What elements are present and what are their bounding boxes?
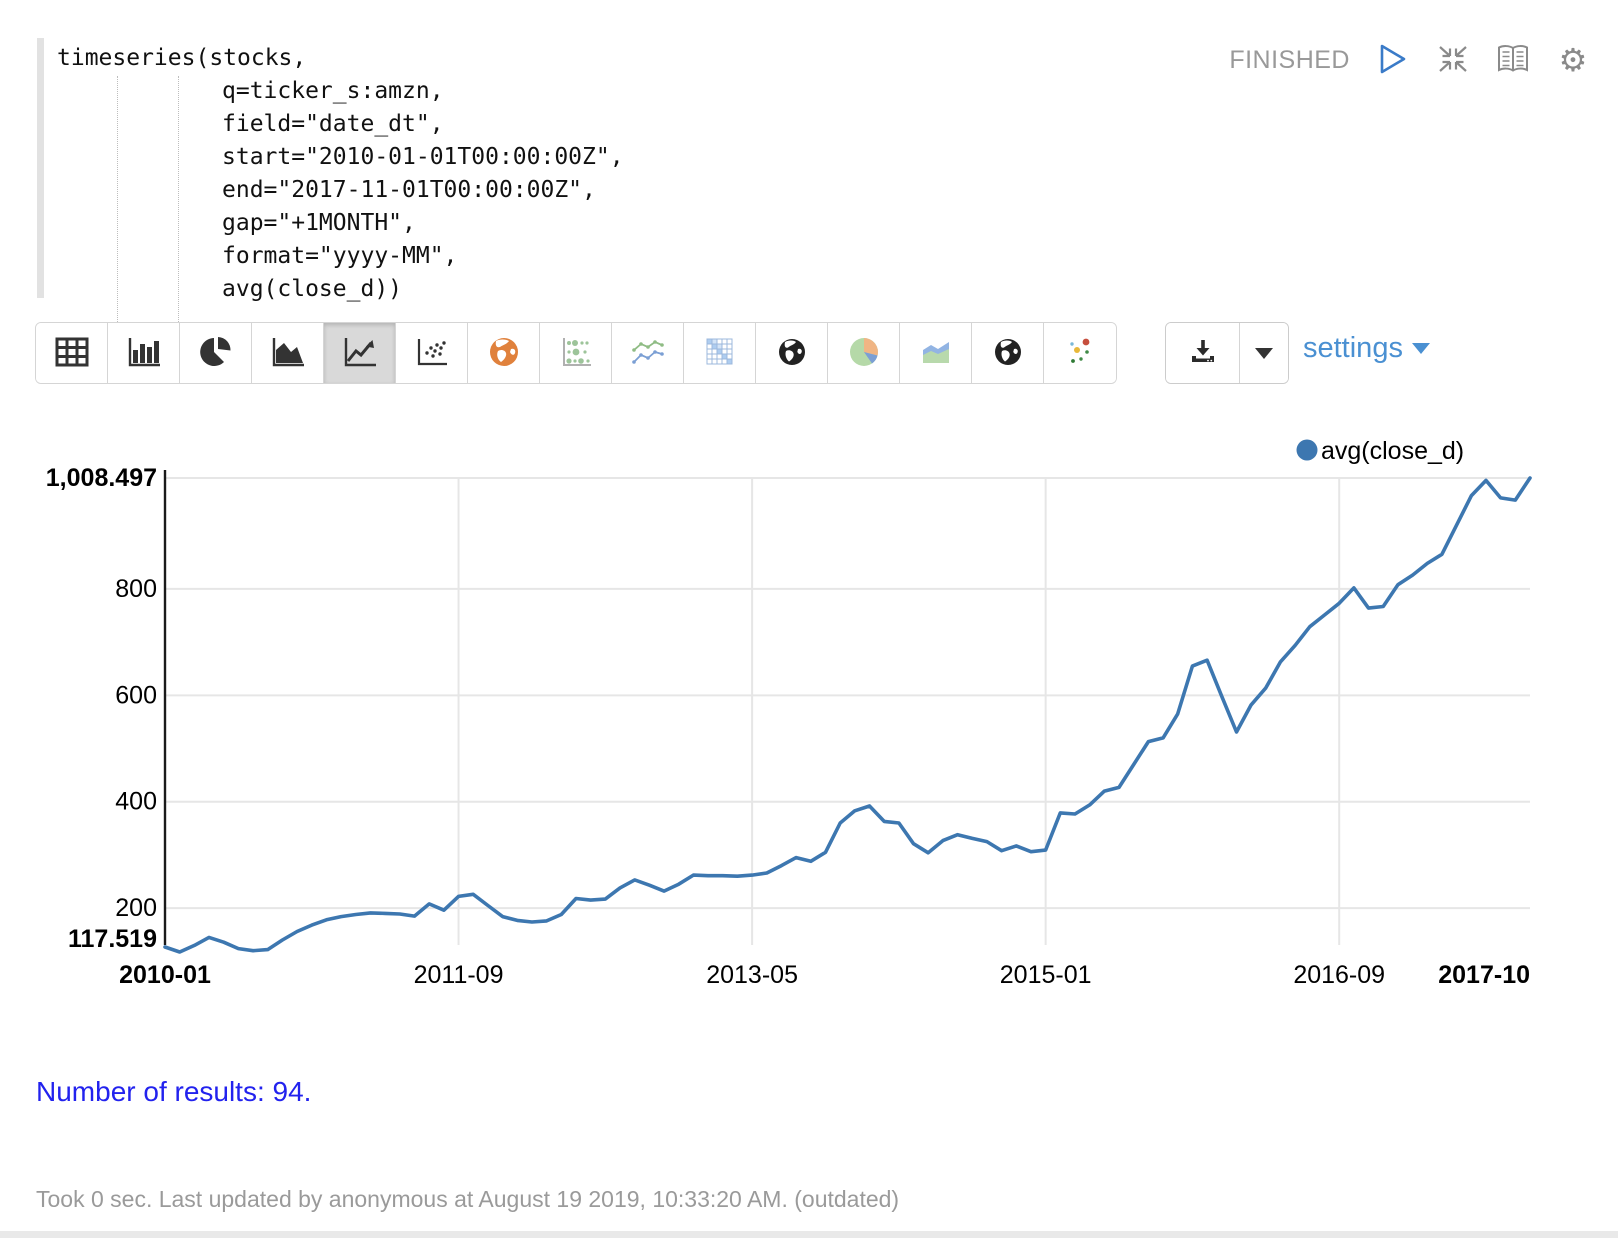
globe-dark-icon [776, 336, 808, 371]
chevron-down-icon [1412, 343, 1430, 354]
chart-canvas[interactable]: 117.519 200 400 600 800 1,008.497 2010-01 2011-… [0, 420, 1618, 1010]
line-chart[interactable]: 117.519 200 400 600 800 1,008.497 2010-01 2011-… [0, 420, 1618, 1010]
area-chart-button[interactable] [252, 323, 324, 383]
heatmap-button[interactable] [684, 323, 756, 383]
heatmap-icon [703, 335, 737, 372]
bar-chart-icon [126, 336, 162, 371]
paragraph-controls: FINISHED ⚙ [1229, 42, 1590, 78]
series-line-avg-close[interactable] [165, 478, 1530, 952]
globe-dark-2-icon [992, 336, 1024, 371]
pie-chart-color-icon [846, 334, 882, 373]
paragraph-status-line: Took 0 sec. Last updated by anonymous at… [36, 1186, 899, 1213]
show-output-button[interactable] [1496, 43, 1530, 77]
status-badge: FINISHED [1229, 46, 1350, 75]
legend-label[interactable]: avg(close_d) [1321, 437, 1464, 465]
code-line[interactable]: gap="+1MONTH", [222, 207, 416, 240]
code-line[interactable]: end="2017-11-01T00:00:00Z", [222, 174, 596, 207]
download-icon [1188, 337, 1218, 370]
gear-icon: ⚙ [1559, 44, 1588, 76]
download-options-button[interactable] [1240, 323, 1288, 383]
bubble-matrix-button[interactable] [540, 323, 612, 383]
next-paragraph-edge [0, 1231, 1618, 1238]
code-line[interactable]: timeseries(stocks, [57, 42, 306, 75]
paragraph-settings-button[interactable]: ⚙ [1556, 43, 1590, 77]
x-axis-tick-label: 2015-01 [1000, 961, 1092, 989]
bubble-matrix-icon [558, 336, 594, 371]
download-split-button [1165, 322, 1289, 384]
map-globe-dark-button[interactable] [756, 323, 828, 383]
bar-chart-button[interactable] [108, 323, 180, 383]
multi-line-chart-button[interactable] [612, 323, 684, 383]
line-chart-button[interactable] [324, 323, 396, 383]
collapse-arrows-icon [1437, 43, 1469, 78]
scatter-plot-button[interactable] [396, 323, 468, 383]
line-chart-icon [342, 336, 378, 371]
scatter-color-button[interactable] [1044, 323, 1116, 383]
globe-orange-icon [487, 335, 521, 372]
indent-guide [178, 76, 179, 334]
y-axis-tick-label: 1,008.497 [46, 464, 157, 492]
indent-guide [117, 76, 118, 334]
code-line[interactable]: format="yyyy-MM", [222, 240, 457, 273]
pie-chart-button[interactable] [180, 323, 252, 383]
y-axis-tick-label: 117.519 [68, 925, 157, 953]
pie-chart-color-button[interactable] [828, 323, 900, 383]
run-paragraph-button[interactable] [1376, 43, 1410, 77]
table-button[interactable] [36, 323, 108, 383]
legend-swatch[interactable] [1297, 440, 1318, 461]
y-axis-tick-label: 400 [115, 788, 157, 816]
code-line[interactable]: q=ticker_s:amzn, [222, 75, 444, 108]
table-icon [54, 336, 90, 371]
multi-line-chart-icon [629, 337, 667, 370]
collapse-editor-button[interactable] [1436, 43, 1470, 77]
results-count: Number of results: 94. [36, 1076, 311, 1108]
editor-gutter [37, 38, 44, 298]
x-axis-tick-label: 2017-10 [1438, 961, 1530, 989]
scatter-color-icon [1063, 335, 1097, 372]
chevron-down-icon [1255, 348, 1273, 359]
stacked-area-chart-button[interactable] [900, 323, 972, 383]
y-axis-tick-label: 800 [115, 575, 157, 603]
code-line[interactable]: avg(close_d)) [222, 273, 402, 306]
x-axis-tick-label: 2013-05 [706, 961, 798, 989]
chart-type-group [35, 322, 1117, 384]
code-line[interactable]: start="2010-01-01T00:00:00Z", [222, 141, 624, 174]
x-axis-tick-label: 2016-09 [1293, 961, 1385, 989]
pie-chart-icon [199, 335, 233, 372]
map-globe-orange-button[interactable] [468, 323, 540, 383]
scatter-plot-icon [414, 336, 450, 371]
play-icon [1378, 43, 1408, 78]
x-axis-tick-label: 2011-09 [414, 961, 504, 989]
code-line[interactable]: field="date_dt", [222, 108, 444, 141]
stacked-area-chart-icon [918, 336, 954, 371]
settings-label: settings [1303, 332, 1403, 365]
download-button[interactable] [1166, 323, 1240, 383]
y-axis-tick-label: 200 [115, 894, 157, 922]
map-globe-dark-2-button[interactable] [972, 323, 1044, 383]
y-axis-tick-label: 600 [115, 681, 157, 709]
book-icon [1496, 43, 1530, 78]
x-axis-tick-label: 2010-01 [119, 961, 211, 989]
area-chart-icon [270, 336, 306, 371]
settings-toggle[interactable]: settings [1303, 332, 1430, 365]
